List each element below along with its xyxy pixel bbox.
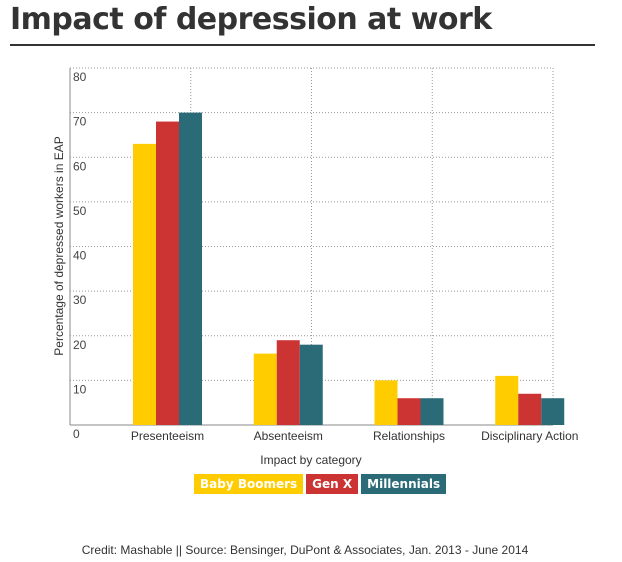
bar [374, 380, 398, 425]
bar [397, 398, 421, 425]
bar [420, 398, 444, 425]
x-category-label: Disciplinary Action [481, 429, 578, 443]
y-tick-label: 10 [73, 382, 87, 396]
page-title: Impact of depression at work [10, 2, 492, 37]
y-tick-label: 60 [73, 159, 87, 173]
bar [276, 340, 300, 425]
x-category-label: Relationships [373, 429, 445, 443]
y-tick-label: 40 [73, 249, 87, 263]
x-axis-label: Impact by category [260, 453, 361, 467]
bar [179, 112, 202, 425]
x-axis-categories: Presenteeism Absenteeism Relationships Disc… [131, 429, 579, 443]
title-divider [10, 44, 595, 46]
chart-legend: Baby Boomers Gen X Millennials [194, 474, 447, 494]
legend-item: Baby Boomers [194, 474, 304, 494]
y-tick-label: 0 [73, 427, 80, 441]
bar [253, 353, 277, 425]
legend-item: Gen X [306, 474, 359, 494]
bar [299, 344, 323, 425]
bar-chart: 0 10 20 30 40 50 60 70 80 Presenteeism Absenteeis… [52, 67, 579, 467]
legend-item: Millennials [361, 474, 447, 494]
bar [495, 375, 519, 425]
y-tick-label: 80 [73, 70, 87, 84]
bar [518, 393, 542, 425]
chart-bars [133, 112, 565, 426]
y-tick-label: 20 [73, 338, 87, 352]
bar [541, 398, 565, 425]
bar [156, 121, 179, 426]
y-axis-label: Percentage of depressed workers in EAP [52, 136, 66, 355]
y-axis-ticks: 0 10 20 30 40 50 60 70 80 [73, 70, 87, 441]
bar [133, 143, 156, 426]
y-tick-label: 30 [73, 293, 87, 307]
y-tick-label: 50 [73, 204, 87, 218]
x-category-label: Absenteeism [254, 429, 323, 443]
credit-line: Credit: Mashable || Source: Bensinger, D… [81, 543, 529, 557]
y-tick-label: 70 [73, 115, 87, 129]
x-category-label: Presenteeism [131, 429, 204, 443]
